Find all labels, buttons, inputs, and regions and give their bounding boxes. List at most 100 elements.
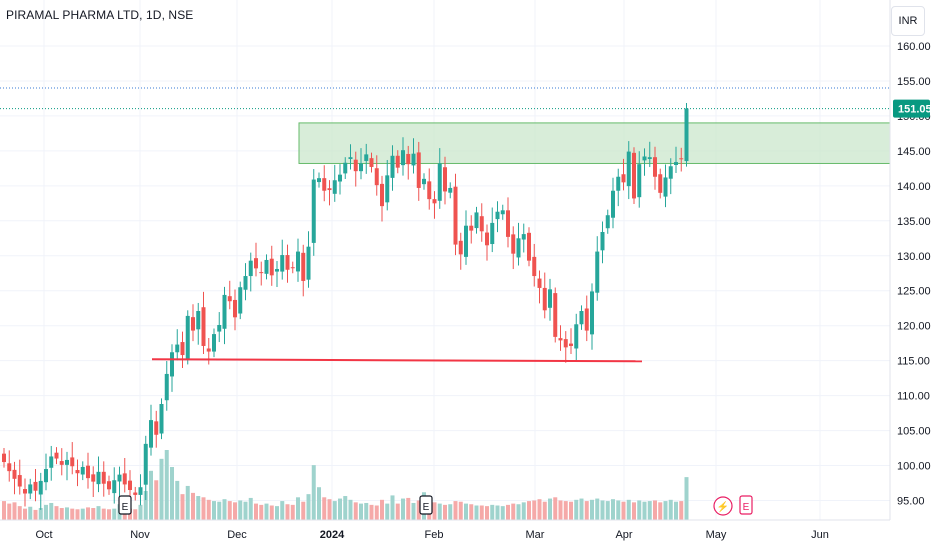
candle-body (553, 293, 558, 337)
candle-body (7, 463, 12, 472)
volume-bar (170, 467, 174, 520)
candle-body (600, 231, 605, 251)
volume-bars (2, 450, 689, 520)
candle-body (117, 474, 122, 482)
candle-body (338, 174, 342, 182)
volume-bar (143, 490, 148, 520)
y-tick-label: 100.00 (897, 461, 931, 473)
volume-bar (38, 508, 43, 520)
dividend-marker-circle (713, 496, 733, 516)
volume-bar (500, 506, 505, 520)
candle-body (96, 471, 101, 485)
last-price-label: 151.05 (898, 104, 932, 116)
volume-bar (243, 501, 248, 520)
volume-bar (59, 508, 64, 520)
candle-body (500, 210, 505, 215)
candle-body (443, 167, 447, 192)
candle-body (642, 156, 647, 161)
candle-body (395, 155, 400, 168)
earnings-marker[interactable]: E (739, 495, 753, 515)
candle-body (122, 473, 127, 485)
y-tick-label: 110.00 (897, 391, 930, 403)
volume-bar (222, 499, 227, 520)
candle-body (296, 251, 300, 272)
candle-body (143, 443, 148, 485)
candle-body (516, 238, 521, 258)
volume-bar (23, 508, 27, 520)
volume-bar (437, 503, 442, 520)
volume-bar (54, 506, 59, 520)
earnings-marker-box (739, 495, 753, 515)
candle-body (112, 480, 117, 494)
y-tick-label: 145.00 (897, 146, 931, 158)
volume-bar (227, 501, 232, 520)
candle-body (647, 157, 652, 159)
candle-body (469, 225, 474, 231)
candle-body (584, 308, 589, 331)
candle-body (684, 108, 689, 162)
volume-bar (495, 505, 500, 520)
dividend-marker[interactable]: ⚡ (713, 496, 733, 516)
candle-body (632, 152, 636, 199)
candle-body (275, 269, 279, 272)
candle-body (542, 287, 547, 311)
candle-body (290, 267, 295, 269)
volume-bar (663, 501, 668, 520)
event-label: E (423, 502, 430, 513)
candle-body (458, 240, 463, 255)
candle-body (506, 210, 510, 237)
candle-body (243, 276, 248, 290)
volume-bar (621, 501, 626, 520)
candle-body (311, 179, 316, 243)
candle-body (637, 164, 642, 198)
volume-bar (506, 504, 510, 520)
candle-body (159, 404, 164, 434)
volume-bar (33, 509, 38, 520)
volume-bar (584, 501, 589, 520)
volume-bar (290, 504, 295, 520)
candle-body (80, 466, 85, 475)
volume-bar (86, 507, 90, 520)
volume-bar (327, 499, 332, 520)
volume-bar (632, 502, 636, 520)
candle-body (70, 457, 75, 467)
volume-bar (563, 501, 568, 520)
candle-body (248, 260, 253, 277)
volume-bar (238, 500, 243, 520)
event-markers[interactable]: E E ⚡ E (118, 495, 753, 516)
candle-body (38, 480, 43, 495)
volume-bar (254, 503, 258, 520)
volume-bar (532, 500, 537, 520)
volume-bar (107, 509, 111, 520)
candle-body (343, 162, 348, 174)
volume-bar (180, 494, 185, 520)
volume-bar (175, 480, 180, 520)
event-label: E (122, 502, 129, 513)
volume-bar (343, 496, 348, 520)
volume-bar (369, 504, 374, 520)
candle-body (128, 480, 132, 491)
candle-body (280, 255, 285, 272)
earnings-marker[interactable]: E (419, 495, 433, 515)
volume-bar (306, 494, 311, 520)
volume-bar (548, 498, 552, 520)
y-tick-label: 140.00 (897, 181, 931, 193)
candle-body (23, 489, 27, 494)
candle-body (332, 180, 337, 194)
volume-bar (96, 506, 101, 520)
volume-bar (390, 495, 395, 520)
currency-button[interactable]: INR (891, 6, 925, 36)
volume-bar (443, 504, 447, 520)
candle-body (369, 158, 374, 167)
volume-bar (301, 501, 306, 520)
volume-bar (380, 499, 384, 520)
volume-bar (432, 502, 437, 520)
volume-bar (574, 499, 579, 520)
volume-bar (317, 487, 321, 520)
volume-bar (12, 502, 17, 520)
volume-bar (684, 477, 689, 520)
earnings-marker[interactable]: E (118, 495, 132, 515)
y-tick-label: 160.00 (897, 41, 931, 53)
